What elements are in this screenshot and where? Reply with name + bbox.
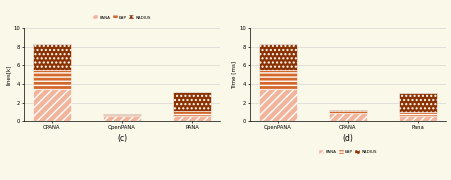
Y-axis label: Time [ms]: Time [ms] — [231, 61, 236, 89]
Bar — [258, 70, 296, 89]
Bar — [398, 93, 437, 112]
Bar — [328, 111, 367, 113]
Bar — [32, 44, 71, 70]
X-axis label: (d): (d) — [342, 134, 353, 143]
Bar — [172, 111, 211, 116]
Bar — [328, 113, 367, 121]
Y-axis label: lines[k]: lines[k] — [5, 65, 10, 85]
X-axis label: (c): (c) — [117, 134, 127, 143]
Bar — [32, 70, 71, 89]
Bar — [258, 44, 296, 70]
Bar — [258, 89, 296, 121]
Legend: PANA, EAP, RADIUS: PANA, EAP, RADIUS — [92, 14, 152, 21]
Bar — [102, 116, 141, 121]
Bar — [172, 116, 211, 121]
Bar — [102, 114, 141, 115]
Bar — [172, 92, 211, 111]
Bar — [398, 112, 437, 116]
Bar — [328, 110, 367, 111]
Bar — [102, 115, 141, 116]
Bar — [32, 89, 71, 121]
Legend: PANA, EAP, RADIUS: PANA, EAP, RADIUS — [317, 148, 377, 156]
Bar — [398, 116, 437, 121]
